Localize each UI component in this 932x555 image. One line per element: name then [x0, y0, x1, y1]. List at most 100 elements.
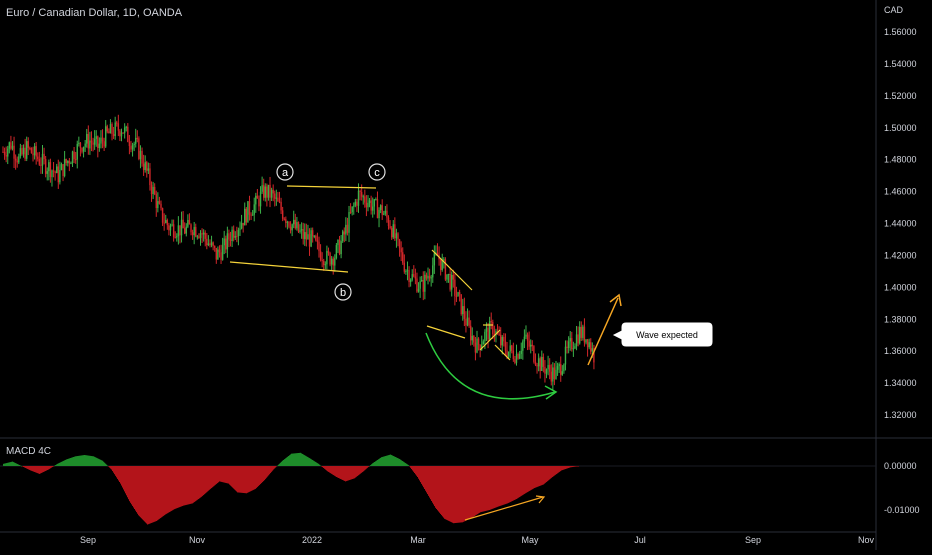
macd-bar-negative [571, 466, 573, 468]
macd-bar-negative [476, 466, 478, 515]
macd-bar-positive [56, 464, 58, 466]
price-tick-label: 1.36000 [884, 346, 917, 356]
candle-down [465, 318, 467, 326]
macd-bar-negative [526, 466, 528, 493]
macd-bar-negative [546, 466, 548, 482]
macd-bar-negative [190, 466, 192, 504]
macd-bar-positive [98, 458, 100, 466]
candle-up [530, 344, 532, 347]
macd-bar-positive [18, 464, 20, 466]
candle-down [248, 201, 251, 215]
macd-bar-positive [369, 466, 371, 467]
candle-down [500, 334, 502, 346]
candle-up [56, 166, 58, 174]
candle-up [217, 249, 219, 260]
candle-up [51, 170, 53, 178]
candle-up [520, 350, 522, 354]
macd-bar-negative [487, 466, 489, 511]
macd-bar-negative [517, 466, 519, 499]
candle-down [402, 252, 404, 263]
callout-text: Wave expected [636, 330, 698, 340]
macd-bar-negative [153, 466, 155, 523]
macd-bar-negative [242, 466, 244, 493]
candle-down [101, 137, 104, 142]
macd-bar-positive [287, 456, 289, 466]
macd-bar-negative [554, 466, 556, 476]
candle-up [264, 186, 266, 198]
macd-bar-negative [363, 466, 365, 472]
macd-bar-negative [238, 466, 240, 493]
candle-down [444, 259, 447, 280]
macd-bar-negative [271, 466, 273, 472]
candle-up [221, 245, 224, 260]
macd-bar-positive [5, 463, 7, 466]
candle-down [79, 142, 82, 148]
candle-up [202, 232, 205, 235]
macd-bar-positive [16, 463, 18, 466]
macd-bar-negative [479, 466, 481, 513]
macd-bar-positive [302, 453, 304, 466]
candle-up [406, 270, 409, 272]
candle-down [68, 160, 71, 164]
macd-bar-negative [157, 466, 159, 521]
macd-bar-positive [300, 452, 302, 466]
candle-up [270, 189, 273, 198]
candle-up [471, 335, 473, 341]
candle-down [294, 219, 296, 229]
candle-up [574, 346, 576, 349]
macd-bar-negative [191, 466, 193, 504]
macd-bar-negative [23, 466, 25, 467]
macd-bar-negative [248, 466, 250, 493]
macd-bar-negative [343, 466, 345, 481]
macd-bar-negative [544, 466, 546, 484]
candle-down [258, 198, 260, 207]
macd-tick-label: 0.00000 [884, 461, 917, 471]
macd-bar-negative [362, 466, 364, 473]
candle-up [485, 327, 488, 332]
candle-down [319, 251, 322, 260]
macd-bar-positive [317, 463, 319, 466]
macd-bar-negative [424, 466, 426, 489]
candle-up [84, 143, 86, 147]
candle-down [534, 361, 537, 365]
candle-up [515, 353, 518, 363]
macd-bar-negative [44, 466, 46, 472]
macd-bar-negative [333, 466, 335, 476]
macd-bar-negative [175, 466, 177, 509]
macd-bar-positive [71, 457, 73, 466]
candle-down [474, 342, 477, 353]
macd-bar-negative [425, 466, 427, 491]
candle-down [190, 224, 192, 233]
macd-bar-negative [516, 466, 518, 499]
macd-bar-negative [41, 466, 43, 473]
macd-bar-positive [296, 453, 298, 466]
macd-bar-negative [123, 466, 125, 490]
candle-down [117, 123, 120, 131]
macd-bar-negative [437, 466, 439, 511]
macd-bar-negative [537, 466, 539, 487]
macd-bar-negative [346, 466, 348, 482]
macd-bar-positive [76, 456, 78, 466]
candle-down [218, 249, 221, 253]
candle-up [247, 201, 249, 223]
macd-bar-negative [414, 466, 416, 474]
macd-bar-negative [503, 466, 505, 505]
macd-bar-negative [169, 466, 171, 513]
macd-bar-negative [225, 466, 227, 483]
candle-down [30, 148, 33, 154]
macd-bar-negative [505, 466, 507, 505]
macd-bar-negative [572, 466, 574, 468]
trend-line [229, 261, 349, 273]
macd-bar-negative [475, 466, 477, 516]
macd-bar-positive [316, 462, 318, 466]
macd-bar-negative [219, 466, 221, 482]
candle-down [250, 214, 252, 216]
macd-bar-negative [112, 466, 114, 472]
macd-bar-negative [25, 466, 27, 468]
candle-down [263, 185, 265, 198]
candle-down [327, 250, 330, 253]
trend-line [494, 344, 511, 361]
candle-up [234, 236, 236, 238]
macd-bar-negative [525, 466, 527, 494]
macd-bar-positive [279, 463, 281, 466]
